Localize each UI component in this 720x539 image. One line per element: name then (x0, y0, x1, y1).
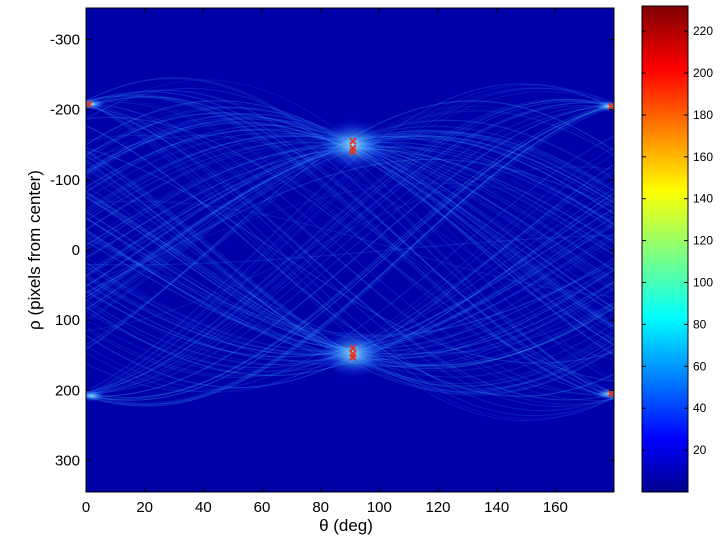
sinusoid-curve (86, 101, 614, 407)
sinusoid-curve (86, 102, 614, 417)
sinusoid-curve (86, 104, 614, 401)
sinusoid-curve (86, 105, 614, 395)
peak-marker (349, 344, 357, 352)
peak-glow (594, 387, 614, 400)
colorbar: 20 40 60 80 100 120 140 160 180 200 220 (641, 5, 713, 493)
sinusoid-curve (86, 200, 614, 298)
sinusoid-curve (86, 103, 614, 397)
sinusoid-curve (86, 105, 614, 393)
y-tick-label: -200 (50, 102, 80, 119)
sinusoid-curve (86, 116, 614, 382)
sinusoid-curve (86, 103, 614, 406)
colorbar-tick-label: 160 (693, 150, 713, 164)
sinusoid-curve (86, 166, 614, 332)
sinusoid-curve (86, 106, 614, 394)
sinusoid-curve (86, 93, 614, 400)
x-tick-label: 60 (254, 499, 271, 516)
x-tick-label: 40 (195, 499, 212, 516)
peak-glow (86, 98, 106, 111)
plot-background (86, 8, 614, 492)
colorbar-tick-label: 220 (693, 24, 713, 38)
sinusoid-curve (86, 87, 614, 398)
sinusoid-curve (86, 95, 614, 400)
sinusoid-curve (86, 96, 614, 394)
sinusoid-curve (86, 87, 614, 395)
sinusoid-curve (86, 101, 614, 397)
sinusoid-curve (86, 98, 614, 396)
sinusoid-curve (86, 102, 614, 407)
sinusoid-curve (86, 102, 614, 412)
sinusoid-curve (86, 96, 614, 397)
colorbar-gradient (641, 5, 689, 493)
sinusoid-curve (86, 134, 614, 340)
y-tick-label: -300 (50, 32, 80, 49)
plot-area (85, 7, 615, 493)
x-tick-label: 80 (312, 499, 329, 516)
sinusoid-curve (86, 91, 614, 398)
x-tick-label: 20 (136, 499, 153, 516)
sinusoid-curve (86, 106, 614, 399)
sinusoid-curve (86, 99, 614, 399)
x-axis-title: θ (deg) (319, 516, 373, 535)
colorbar-tick-label: 140 (693, 192, 713, 206)
sinusoid-curve (86, 106, 614, 395)
peak-glow (318, 118, 387, 171)
y-tick-label: 0 (72, 242, 80, 259)
y-axis-ticks: -300 -200 -100 0 100 200 300 (50, 32, 614, 469)
sinusoid-curve (86, 100, 614, 394)
y-tick-label: 200 (55, 382, 80, 399)
colorbar-tick-label: 200 (693, 66, 713, 80)
x-axis-ticks: 0 20 40 60 80 100 120 140 160 (82, 8, 568, 516)
sinusoid-curve (86, 84, 614, 396)
y-tick-label: 100 (55, 312, 80, 329)
x-tick-label: 120 (425, 499, 450, 516)
sinusoid-curve (86, 100, 614, 395)
sinusoid-curve (86, 105, 614, 404)
colorbar-tick-label: 60 (693, 359, 707, 373)
colorbar-tick-label: 80 (693, 317, 707, 331)
x-tick-label: 160 (543, 499, 568, 516)
peak-marker (607, 390, 615, 398)
colorbar-tick-label: 100 (693, 276, 713, 290)
colorbar-ticks: 20 40 60 80 100 120 140 160 180 200 220 (642, 24, 713, 457)
colorbar-tick-label: 20 (693, 443, 707, 457)
x-tick-label: 140 (484, 499, 509, 516)
sinusoid-curve (86, 94, 614, 400)
peak-marker (607, 102, 615, 110)
sinusoid-curve (86, 125, 614, 397)
peak-marker (85, 100, 93, 108)
peak-glow (86, 389, 106, 402)
sinusoid-curve (86, 102, 614, 396)
peak-marker (349, 137, 357, 145)
sinusoid-curve (86, 103, 614, 397)
sinusoid-curve (86, 235, 614, 266)
sinusoid-curve (86, 98, 614, 395)
y-tick-label: 300 (55, 452, 80, 469)
sinusoid-curve (86, 91, 614, 396)
x-tick-label: 100 (367, 499, 392, 516)
sinusoid-curve (86, 89, 614, 394)
sinusoid-curve (86, 87, 614, 394)
sinusoid-curve (86, 101, 614, 397)
y-tick-label: -100 (50, 172, 80, 189)
peak-glow (594, 100, 614, 113)
colorbar-tick-label: 120 (693, 234, 713, 248)
y-axis-title: ρ (pixels from center) (25, 170, 44, 330)
peak-marker (349, 353, 357, 361)
sinusoid-curve (86, 103, 614, 400)
sinusoid-curve (86, 100, 614, 405)
sinusoid-curve (86, 105, 614, 405)
sinusoid-curve (86, 89, 614, 394)
sinusoid-curve (86, 100, 614, 401)
sinusoid-curve (86, 134, 614, 361)
colorbar-tick-label: 180 (693, 108, 713, 122)
sinusoid-curve (86, 147, 614, 364)
peak-marker (349, 148, 357, 156)
peak-markers (85, 100, 615, 398)
colorbar-tick-label: 40 (693, 401, 707, 415)
sinusoid-curve (86, 182, 614, 284)
sinusoid-curve (86, 105, 614, 401)
x-tick-label: 0 (82, 499, 90, 516)
